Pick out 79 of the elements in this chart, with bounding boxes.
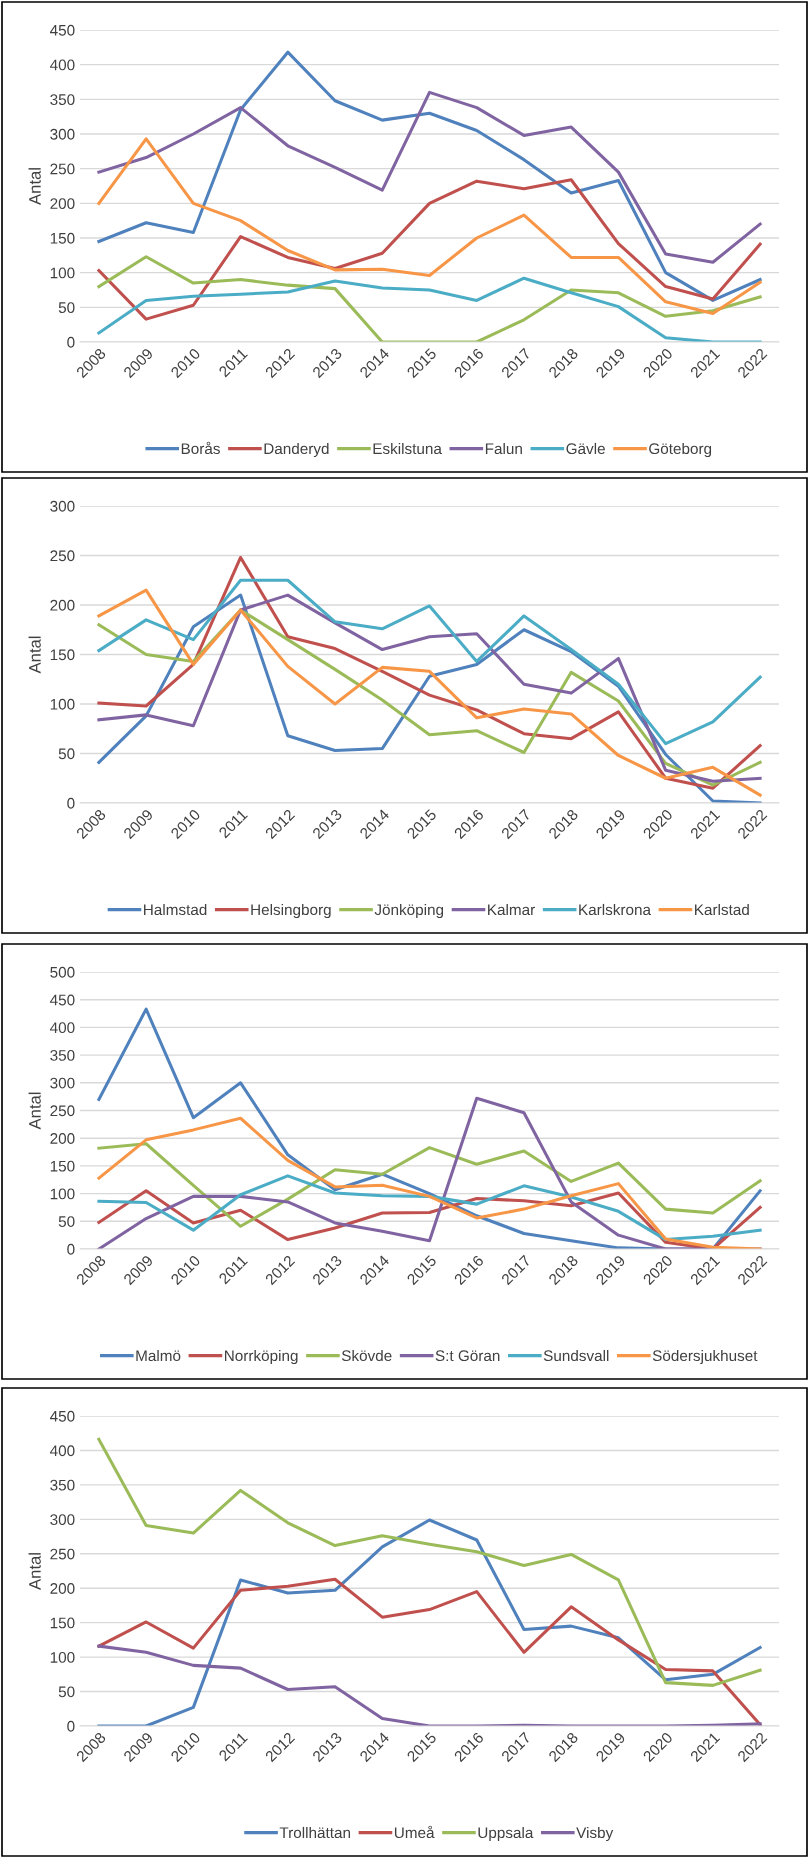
line-series bbox=[97, 578, 762, 746]
line-series bbox=[97, 50, 762, 302]
legend-label: Karlstad bbox=[695, 903, 749, 916]
legend-label: Karlskrona bbox=[579, 903, 652, 916]
y-tick-label: 150 bbox=[50, 1160, 75, 1172]
y-tick-label: 250 bbox=[50, 1105, 75, 1117]
y-tick-label: 450 bbox=[50, 994, 75, 1006]
y-tick-label: 300 bbox=[50, 500, 75, 512]
y-tick-label: 50 bbox=[58, 1686, 75, 1698]
y-tick-label: 450 bbox=[50, 1410, 75, 1422]
y-tick-label: 200 bbox=[50, 599, 75, 611]
y-tick-label: 350 bbox=[50, 1479, 75, 1491]
y-tick-label: 450 bbox=[50, 24, 75, 36]
y-tick-label: 100 bbox=[50, 698, 75, 710]
legend-label: Uppsala bbox=[478, 1826, 534, 1842]
line-series bbox=[97, 90, 762, 264]
y-tick-label: 100 bbox=[50, 1651, 75, 1663]
y-tick-label: 400 bbox=[50, 59, 75, 71]
legend-label: Eskilstuna bbox=[373, 442, 442, 455]
y-tick-label: 250 bbox=[50, 1548, 75, 1560]
y-tick-label: 50 bbox=[58, 1216, 75, 1227]
y-tick-label: 350 bbox=[50, 1049, 75, 1061]
line-series bbox=[97, 178, 762, 321]
legend-label: Skövde bbox=[341, 1349, 392, 1362]
y-tick-label: 250 bbox=[50, 163, 75, 175]
legend-label: Visby bbox=[576, 1826, 614, 1842]
y-tick-label: 300 bbox=[50, 1514, 75, 1526]
line-series bbox=[97, 1007, 762, 1249]
y-tick-label: 200 bbox=[50, 1583, 75, 1594]
y-tick-label: 150 bbox=[50, 232, 75, 244]
legend-label: Malmö bbox=[136, 1349, 181, 1362]
legend-label: Jönköping bbox=[374, 903, 444, 919]
y-tick-label: 500 bbox=[50, 966, 75, 978]
y-tick-label: 250 bbox=[50, 550, 75, 562]
y-tick-label: 100 bbox=[50, 1188, 75, 1200]
y-tick-label: 200 bbox=[50, 1133, 75, 1144]
legend-label: Umeå bbox=[394, 1825, 435, 1839]
legend-label: Göteborg bbox=[649, 442, 712, 458]
legend-label: Sundsvall bbox=[543, 1349, 609, 1362]
legend-label: Norrköping bbox=[225, 1349, 298, 1365]
legend-label: Trollhättan bbox=[279, 1826, 351, 1839]
legend-label: Kalmar bbox=[488, 903, 535, 916]
line-series bbox=[97, 1644, 762, 1726]
y-tick-label: 400 bbox=[50, 1022, 75, 1034]
line-series bbox=[97, 1174, 762, 1242]
line-series bbox=[97, 1142, 762, 1228]
legend-label: Falun bbox=[485, 442, 522, 455]
y-tick-label: 300 bbox=[50, 1077, 75, 1089]
line-series bbox=[97, 1577, 762, 1726]
y-tick-label: 200 bbox=[50, 198, 75, 210]
legend-label: Danderyd bbox=[264, 442, 329, 458]
line-series bbox=[97, 1518, 762, 1726]
line-series bbox=[97, 255, 762, 342]
y-tick-label: 400 bbox=[50, 1445, 75, 1457]
y-axis-title: Antal bbox=[28, 636, 41, 674]
legend-label: Halmstad bbox=[144, 903, 207, 916]
line-series bbox=[97, 276, 762, 342]
y-tick-label: 300 bbox=[50, 128, 75, 140]
y-axis-title: Antal bbox=[28, 1553, 41, 1590]
y-tick-label: 350 bbox=[50, 94, 75, 106]
y-tick-label: 0 bbox=[67, 1243, 75, 1255]
line-series bbox=[97, 1437, 762, 1687]
y-tick-label: 150 bbox=[50, 649, 75, 661]
legend-label: Borås bbox=[181, 441, 220, 455]
legend-label: S:t Göran bbox=[435, 1350, 500, 1362]
y-tick-label: 150 bbox=[50, 1617, 75, 1629]
y-axis-title: Antal bbox=[28, 168, 41, 205]
y-axis-title: Antal bbox=[28, 1092, 41, 1130]
legend-label: Södersjukhuset bbox=[652, 1349, 758, 1365]
legend-label: Gävle bbox=[566, 442, 605, 455]
line-series bbox=[97, 137, 762, 316]
y-tick-label: 0 bbox=[67, 797, 75, 809]
legend-label: Helsingborg bbox=[251, 903, 331, 919]
y-tick-label: 0 bbox=[67, 336, 75, 348]
y-tick-label: 0 bbox=[67, 1720, 75, 1732]
y-tick-label: 50 bbox=[58, 748, 75, 760]
y-tick-label: 50 bbox=[58, 302, 75, 314]
line-series bbox=[97, 555, 762, 790]
y-tick-label: 100 bbox=[50, 267, 75, 279]
